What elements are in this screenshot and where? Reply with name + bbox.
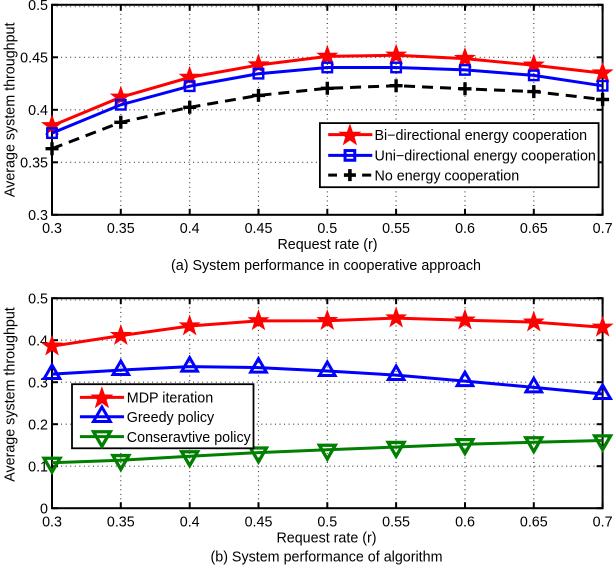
svg-text:0.45: 0.45 (245, 221, 273, 237)
svg-text:0.55: 0.55 (382, 221, 410, 237)
svg-text:0.45: 0.45 (245, 515, 273, 531)
svg-text:0.65: 0.65 (520, 515, 548, 531)
svg-text:0.35: 0.35 (20, 156, 48, 172)
svg-text:0.1: 0.1 (28, 459, 48, 475)
svg-text:0.3: 0.3 (42, 515, 62, 531)
svg-text:0.65: 0.65 (520, 221, 548, 237)
svg-text:No energy cooperation: No energy cooperation (375, 168, 520, 184)
svg-text:0.35: 0.35 (107, 221, 135, 237)
svg-text:0: 0 (40, 501, 48, 517)
svg-text:0.4: 0.4 (28, 103, 48, 119)
svg-text:Request rate (r): Request rate (r) (276, 531, 376, 547)
svg-text:0.4: 0.4 (180, 515, 200, 531)
svg-text:0.2: 0.2 (28, 417, 48, 433)
svg-text:Average system throughput: Average system throughput (3, 22, 19, 197)
svg-text:0.7: 0.7 (593, 221, 613, 237)
svg-text:0.5: 0.5 (317, 221, 337, 237)
svg-text:0.6: 0.6 (455, 221, 475, 237)
svg-text:Conseravtive policy: Conseravtive policy (127, 430, 252, 446)
svg-text:0.55: 0.55 (382, 515, 410, 531)
svg-text:Bi−directional energy cooperat: Bi−directional energy cooperation (375, 128, 588, 144)
svg-text:0.7: 0.7 (593, 515, 613, 531)
svg-text:0.5: 0.5 (317, 515, 337, 531)
svg-text:0.4: 0.4 (180, 221, 200, 237)
svg-text:0.3: 0.3 (42, 221, 62, 237)
svg-text:Request rate (r): Request rate (r) (277, 237, 377, 253)
svg-text:0.4: 0.4 (28, 333, 48, 349)
svg-text:0.35: 0.35 (107, 515, 135, 531)
svg-text:0.5: 0.5 (28, 291, 48, 307)
svg-text:(b) System performance of algo: (b) System performance of algorithm (210, 550, 442, 566)
svg-text:Average system throughput: Average system throughput (3, 307, 19, 482)
svg-text:Greedy policy: Greedy policy (127, 410, 215, 426)
svg-text:MDP iteration: MDP iteration (127, 391, 213, 407)
svg-text:0.45: 0.45 (20, 51, 48, 67)
svg-text:Uni−directional energy coopera: Uni−directional energy cooperation (375, 149, 596, 165)
svg-text:(a) System performance in coop: (a) System performance in cooperative ap… (171, 258, 481, 274)
svg-text:0.5: 0.5 (28, 0, 48, 14)
svg-text:0.6: 0.6 (455, 515, 475, 531)
svg-text:0.3: 0.3 (28, 208, 48, 224)
